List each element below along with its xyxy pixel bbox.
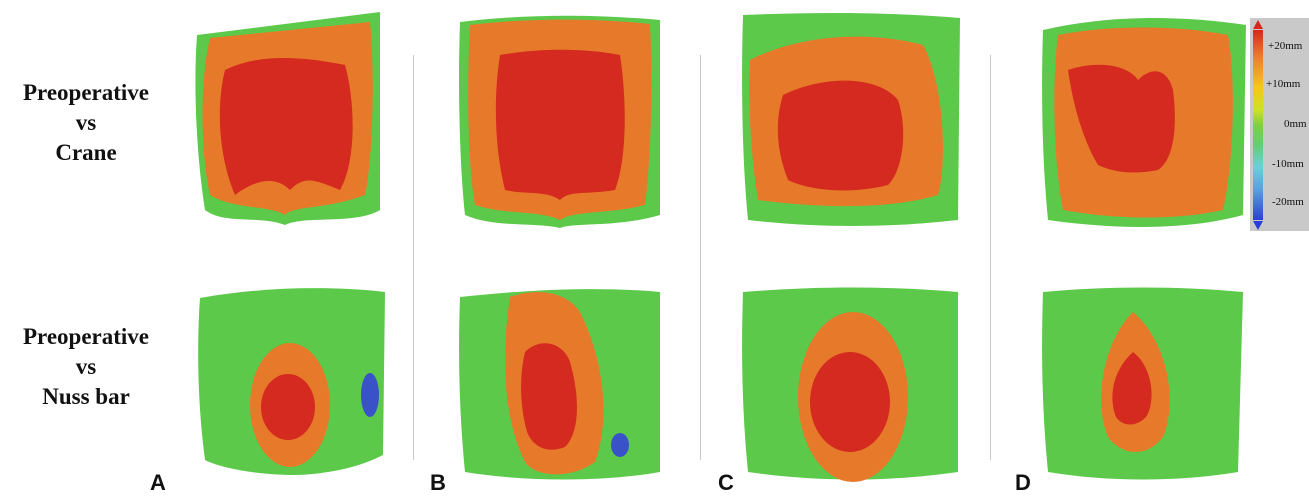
row-label-crane-line3: Crane: [55, 140, 117, 165]
row-label-crane-line1: Preoperative: [22, 80, 150, 105]
scan-c-crane: [742, 13, 960, 227]
scale-tick: 0mm: [1284, 118, 1307, 130]
scan-b-crane: [459, 15, 660, 228]
panel-letter-a: A: [150, 470, 166, 495]
divider-bc: [700, 55, 701, 460]
divider-ab: [413, 55, 414, 460]
divider-cd: [990, 55, 991, 460]
row-label-crane-line2: vs: [75, 110, 97, 135]
panel-letter-c: C: [718, 470, 734, 495]
scale-gradient-bar: [1253, 30, 1263, 220]
scan-a-crane: [195, 12, 380, 225]
scan-d-nuss: [1042, 287, 1243, 480]
row-label-nuss: Preoperative vs Nuss bar: [0, 322, 172, 412]
color-scale: +20mm +10mm 0mm -10mm -20mm: [1250, 18, 1309, 231]
scale-tick: +20mm: [1268, 40, 1303, 52]
scale-top-arrow-icon: [1253, 20, 1263, 29]
panel-letter-b: B: [430, 470, 446, 495]
scan-c-nuss: [742, 287, 958, 482]
row-label-nuss-line3: Nuss bar: [42, 384, 130, 409]
scan-d-crane: [1042, 18, 1246, 227]
scan-b-nuss: [459, 289, 660, 480]
scale-tick: +10mm: [1266, 78, 1301, 90]
scale-tick: -20mm: [1272, 196, 1304, 208]
row-label-nuss-line2: vs: [75, 354, 97, 379]
scan-a-nuss: [198, 288, 385, 475]
scale-tick: -10mm: [1272, 158, 1304, 170]
row-label-nuss-line1: Preoperative: [22, 324, 150, 349]
row-label-crane: Preoperative vs Crane: [0, 78, 172, 168]
scale-bottom-arrow-icon: [1253, 221, 1263, 230]
panel-letter-d: D: [1015, 470, 1031, 495]
